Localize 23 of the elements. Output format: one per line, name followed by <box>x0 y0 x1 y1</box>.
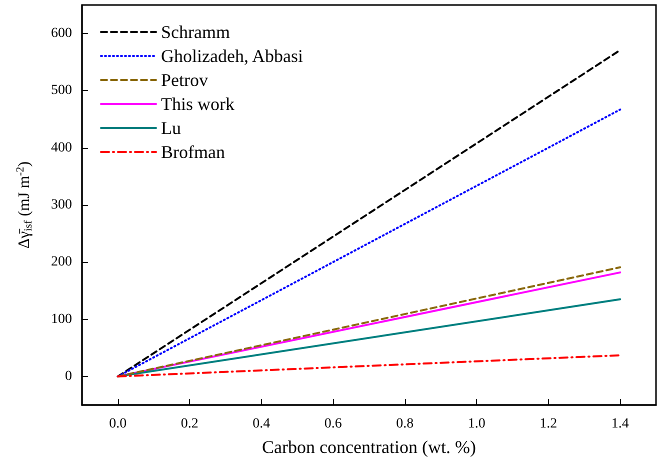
x-tick-label: 1.0 <box>468 416 486 432</box>
y-tick-label: 300 <box>51 198 72 212</box>
y-tick-label: 100 <box>51 312 72 327</box>
x-tick-label: 0.0 <box>109 416 127 432</box>
y-tick-label: 500 <box>51 83 72 98</box>
y-tick-label: 200 <box>51 254 72 270</box>
y-tick-label: 600 <box>51 26 72 42</box>
x-tick-label: 0.2 <box>180 416 198 432</box>
y-tick-label: 400 <box>51 140 72 156</box>
y-axis-title: Δγ̄isf (mJ m-2) <box>14 161 34 249</box>
x-tick-label: 0.4 <box>252 416 270 432</box>
legend-label: Gholizadeh, Abbasi <box>161 46 303 66</box>
legend-label: Lu <box>161 118 181 138</box>
legend-label: This work <box>161 94 234 114</box>
legend-label: Brofman <box>161 142 225 162</box>
x-axis-title: Carbon concentration (wt. %) <box>262 437 476 457</box>
legend-label: Petrov <box>161 70 208 90</box>
x-tick-label: 1.4 <box>611 416 629 432</box>
y-tick-label: 0 <box>65 368 72 384</box>
x-tick-label: 0.6 <box>324 416 342 432</box>
legend-label: Schramm <box>161 22 230 42</box>
x-tick-label: 0.8 <box>396 416 414 432</box>
x-tick-label: 1.2 <box>540 416 558 432</box>
